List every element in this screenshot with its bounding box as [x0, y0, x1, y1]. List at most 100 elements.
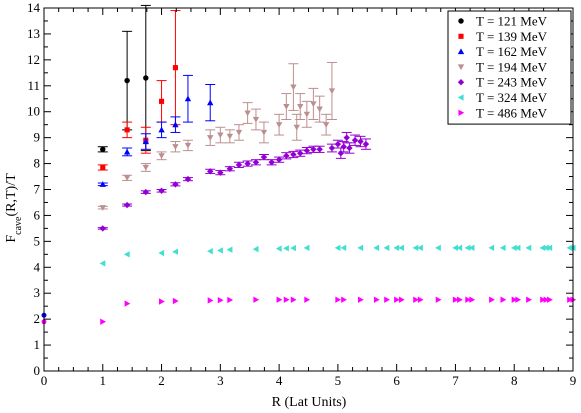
data-point [207, 135, 214, 141]
data-point [99, 181, 106, 187]
data-point [283, 152, 290, 159]
y-tick-label: 4 [34, 259, 41, 274]
data-point [412, 244, 419, 252]
y-tick-label: 13 [27, 26, 40, 41]
data-point [452, 296, 459, 303]
data-point [542, 244, 549, 252]
data-point [547, 296, 553, 303]
data-point [158, 98, 165, 104]
data-point [469, 296, 476, 303]
data-point [303, 147, 311, 154]
data-point [290, 84, 297, 91]
data-point [217, 169, 224, 176]
data-point [172, 248, 178, 255]
series-1 [97, 4, 151, 153]
data-point [217, 247, 223, 254]
x-tick-label: 8 [511, 373, 518, 388]
data-point [172, 181, 179, 188]
data-point [283, 103, 290, 110]
data-point [275, 245, 282, 252]
data-point [362, 140, 370, 148]
x-axis-label: R (Lat Units) [272, 395, 347, 410]
data-point [283, 296, 290, 303]
data-point [290, 244, 296, 252]
data-point [172, 144, 179, 150]
data-point [217, 297, 224, 304]
series-4 [97, 61, 337, 211]
data-point [357, 138, 364, 145]
x-tick-label: 9 [570, 373, 577, 388]
data-point [394, 296, 400, 303]
y-tick-label: 0 [34, 363, 41, 378]
data-point [500, 296, 507, 303]
y-tick-label: 11 [27, 78, 40, 93]
data-point [489, 296, 495, 303]
y-tick-label: 12 [27, 52, 40, 67]
legend-marker [458, 109, 465, 116]
data-point [435, 296, 442, 303]
legend-marker [457, 64, 465, 71]
data-point [488, 244, 495, 252]
data-point [283, 245, 289, 252]
y-tick-label: 9 [34, 130, 41, 145]
data-point [316, 146, 323, 153]
data-point [499, 244, 506, 252]
legend-label: T = 194 MeV [476, 59, 548, 74]
data-point [328, 88, 336, 95]
y-tick-label: 10 [27, 104, 40, 119]
legend-label: T = 139 MeV [476, 29, 548, 44]
data-point [567, 296, 573, 303]
data-point [384, 296, 390, 303]
data-point [515, 296, 522, 303]
data-point [525, 244, 532, 252]
data-point [543, 296, 550, 303]
data-point [252, 245, 259, 253]
data-point [526, 296, 532, 303]
series-5 [97, 131, 371, 232]
x-tick-label: 6 [393, 373, 400, 388]
data-point [184, 95, 192, 102]
data-point [172, 121, 179, 128]
y-tick-label: 8 [34, 156, 41, 171]
data-point [334, 140, 342, 148]
data-point [184, 175, 192, 183]
data-point [207, 99, 214, 106]
data-point [276, 296, 283, 303]
legend-marker [457, 94, 464, 101]
data-point [217, 132, 224, 139]
data-point [304, 296, 311, 303]
data-point [457, 296, 463, 303]
data-point [417, 244, 423, 252]
x-tick-label: 2 [158, 373, 165, 388]
data-point [158, 298, 165, 305]
data-point [275, 122, 283, 128]
data-point [435, 244, 441, 252]
data-point [316, 106, 323, 113]
data-point [413, 296, 419, 303]
y-tick-label: 5 [34, 233, 41, 248]
data-point [546, 244, 553, 252]
x-tick-label: 7 [452, 373, 459, 388]
data-point [373, 244, 380, 252]
data-point [252, 116, 260, 123]
legend-label: T = 121 MeV [476, 14, 548, 29]
plot-area [41, 4, 577, 328]
data-point [452, 244, 459, 252]
data-point [226, 133, 234, 140]
x-tick-label: 1 [100, 373, 107, 388]
data-point [393, 244, 400, 252]
data-point [340, 143, 347, 150]
data-point [260, 153, 268, 161]
data-point [398, 296, 405, 303]
series-7 [100, 296, 577, 325]
y-tick-label: 7 [34, 182, 41, 197]
data-point [328, 144, 336, 152]
y-tick-label: 3 [34, 285, 41, 300]
data-point [244, 160, 251, 167]
data-point [124, 127, 130, 133]
data-point [340, 244, 347, 252]
legend-label: T = 243 MeV [476, 75, 548, 90]
data-point [297, 103, 304, 110]
x-tick-label: 4 [276, 373, 283, 388]
data-point [253, 296, 260, 303]
